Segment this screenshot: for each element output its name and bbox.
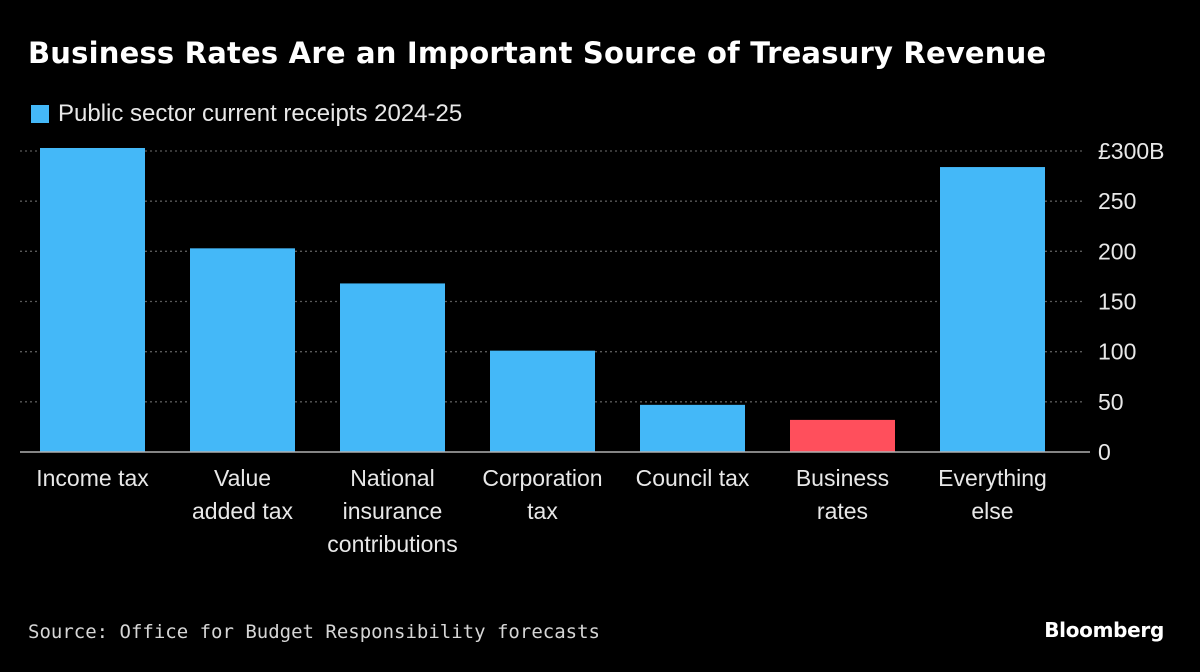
bar — [640, 404, 745, 452]
source-note: Source: Office for Budget Responsibility… — [28, 621, 600, 643]
x-tick-label: National insurance contributions — [327, 465, 457, 557]
bar — [490, 350, 595, 452]
x-tick-label: Everything else — [938, 465, 1047, 524]
y-tick-label: 200 — [1098, 238, 1136, 264]
bar — [790, 419, 895, 452]
y-tick-label: 250 — [1098, 188, 1136, 214]
y-tick-label: 150 — [1098, 289, 1136, 315]
bar — [940, 167, 1045, 452]
y-tick-label: 100 — [1098, 339, 1136, 365]
legend-label: Public sector current receipts 2024-25 — [58, 100, 463, 127]
x-tick-label: Value added tax — [192, 465, 294, 524]
x-tick-label: Business rates — [796, 465, 889, 524]
x-tick-label: Income tax — [36, 465, 149, 491]
bar — [190, 248, 295, 452]
y-tick-label: 0 — [1098, 439, 1111, 465]
y-tick-label: 50 — [1098, 389, 1124, 415]
legend: Public sector current receipts 2024-25 — [31, 100, 462, 128]
x-tick-label: Council tax — [636, 465, 750, 491]
y-tick-label: £300B — [1098, 138, 1165, 164]
bar — [40, 147, 145, 453]
bar — [340, 283, 445, 452]
bloomberg-logo: Bloomberg — [1044, 618, 1164, 642]
legend-swatch — [31, 105, 49, 123]
x-tick-label: Corporation tax — [482, 465, 602, 524]
chart-title: Business Rates Are an Important Source o… — [28, 36, 1047, 70]
